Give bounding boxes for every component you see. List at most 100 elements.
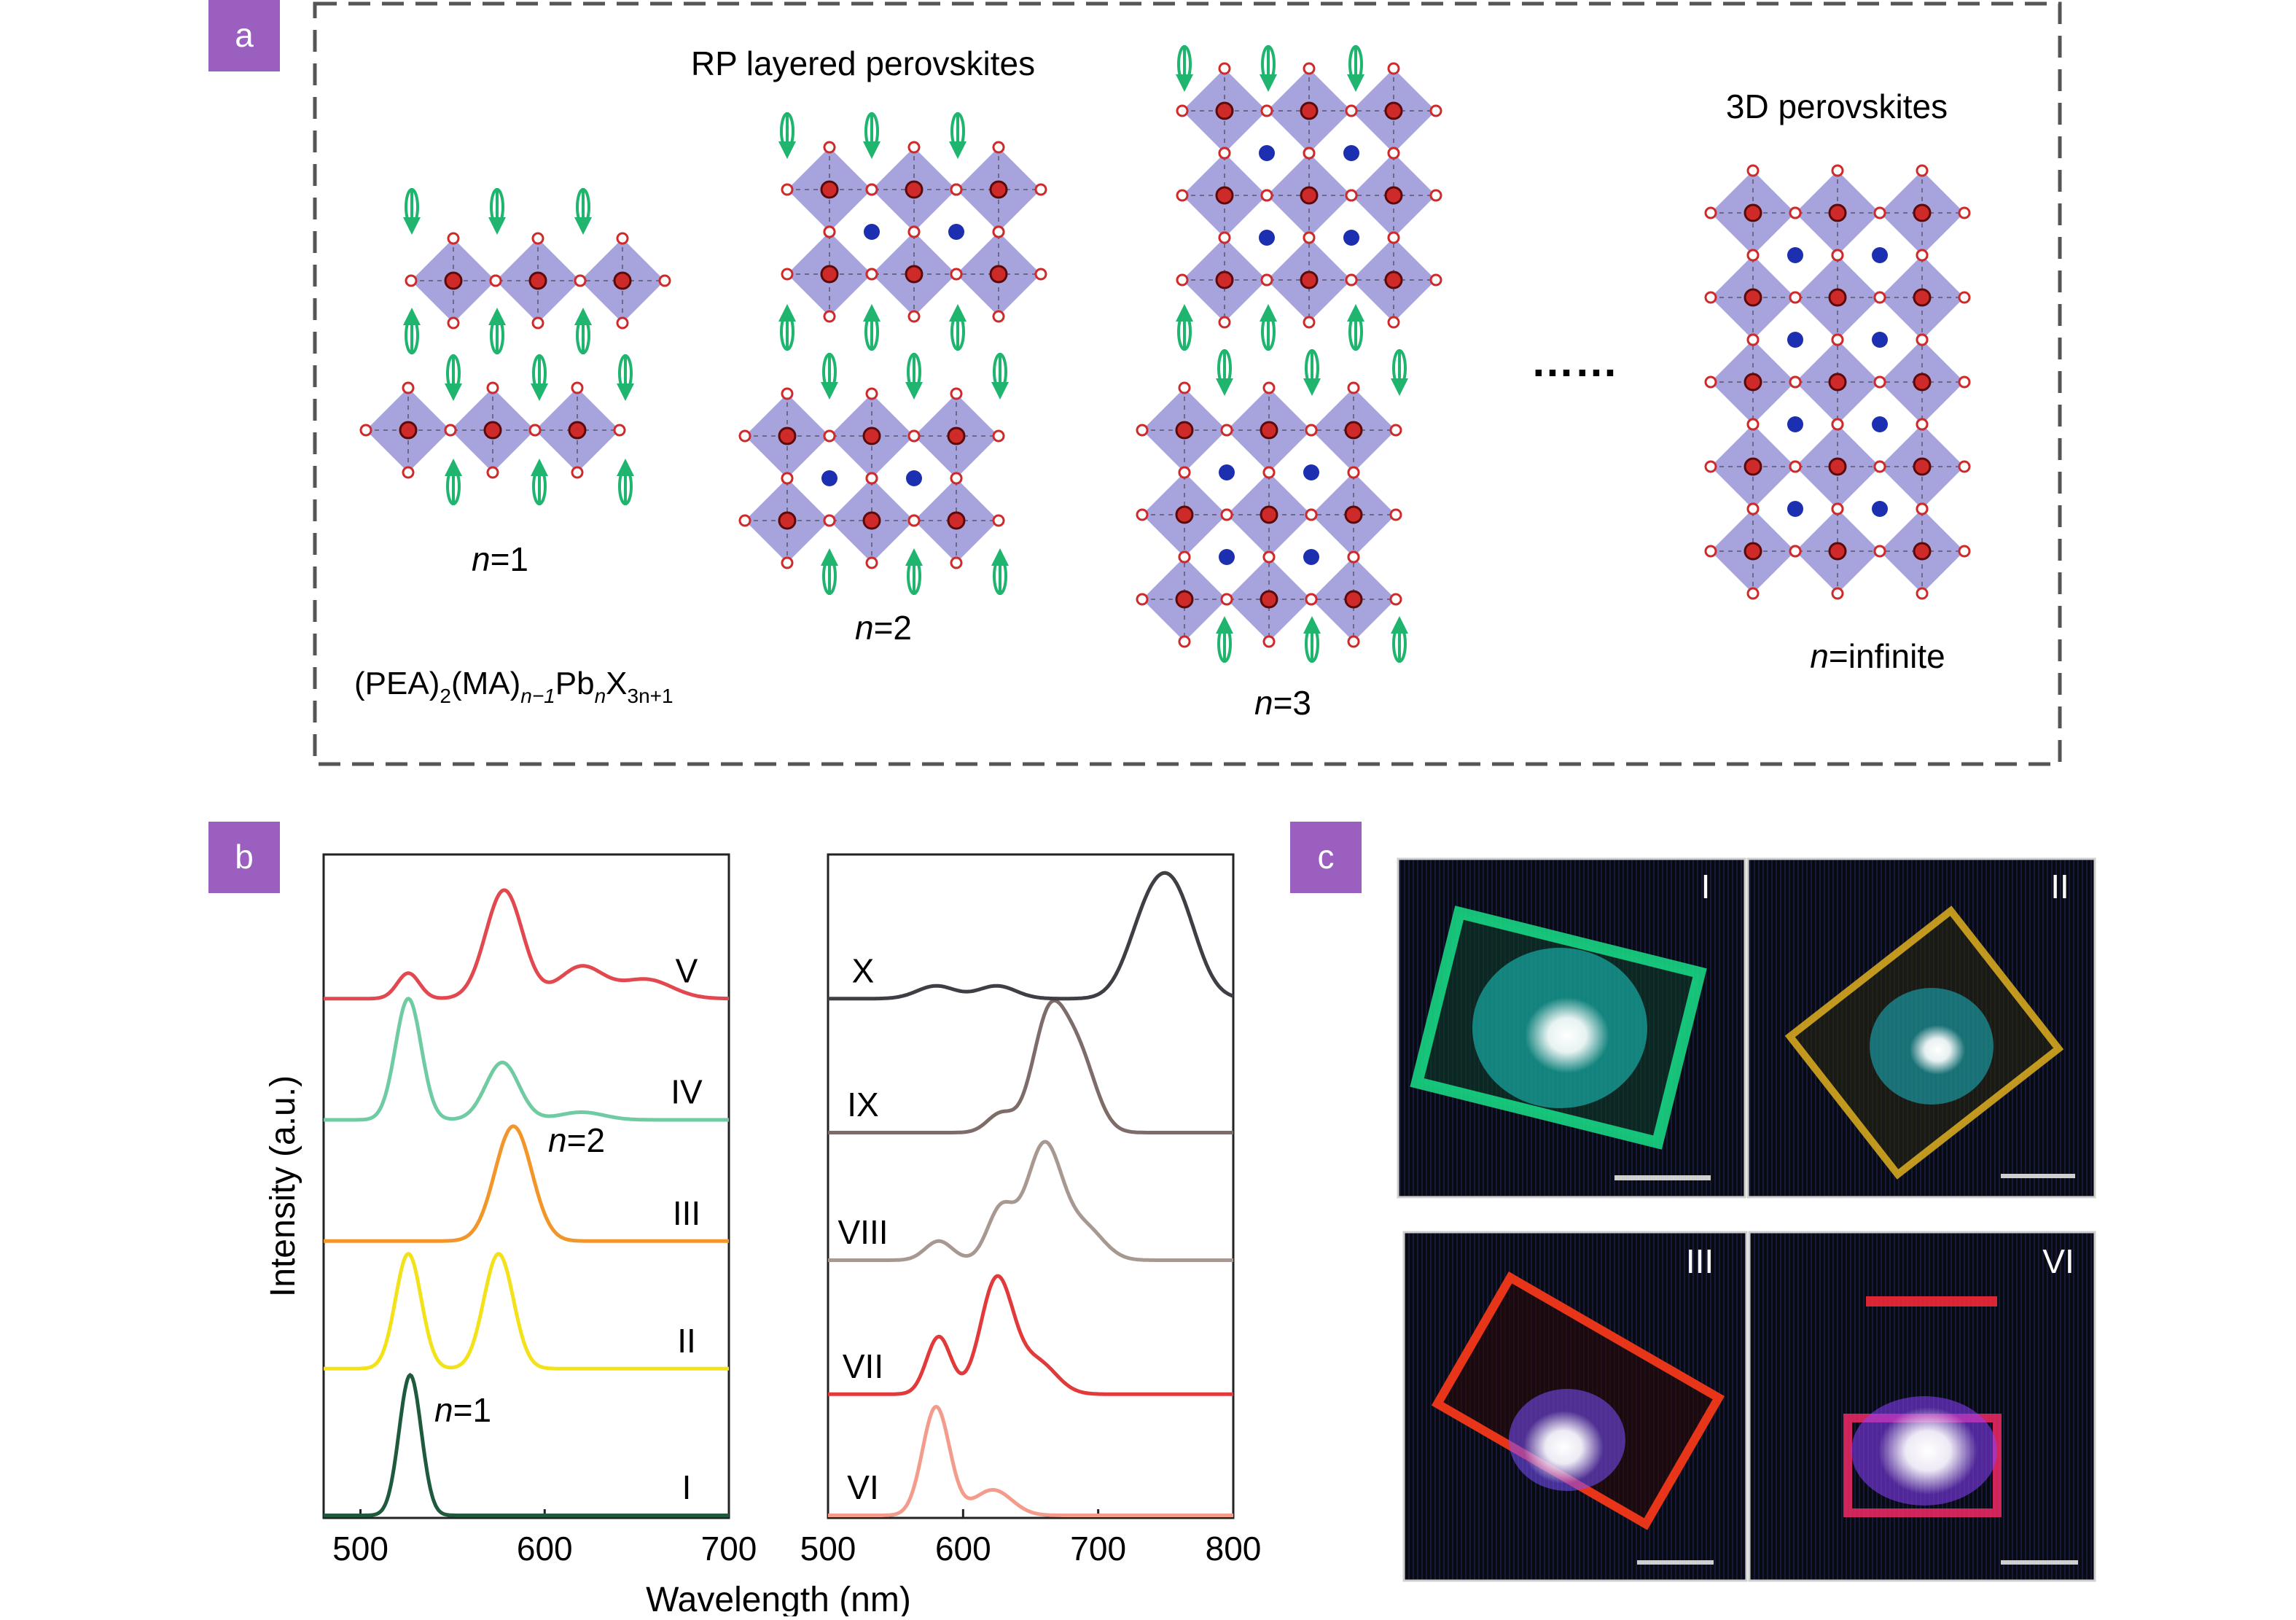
structure-n2-bottom: [738, 387, 1005, 569]
halide-atom: [1262, 381, 1276, 394]
lead-atom: [1828, 288, 1847, 307]
halide-atom: [1389, 508, 1402, 521]
series-label: VIII: [837, 1213, 888, 1251]
halide-atom: [1260, 189, 1273, 202]
organic-spacer-icon: [1303, 616, 1321, 663]
series-label: VII: [843, 1347, 883, 1385]
lead-atom: [1260, 590, 1278, 609]
a-site-cation: [1259, 145, 1275, 161]
halide-atom: [447, 232, 460, 245]
halide-atom: [1429, 104, 1442, 117]
halide-atom: [1831, 587, 1844, 600]
halide-atom: [1789, 460, 1802, 473]
halide-atom: [1303, 316, 1316, 329]
halide-atom: [1305, 508, 1318, 521]
lead-atom: [778, 427, 797, 445]
halide-atom: [1916, 418, 1929, 431]
label-n1: n=1: [472, 540, 528, 578]
annotation-n2: n=2: [548, 1121, 605, 1159]
structure-n1-bottom: [359, 381, 626, 479]
halide-atom: [402, 466, 415, 479]
halide-atom: [865, 183, 878, 196]
halide-atom: [658, 274, 671, 287]
lead-atom: [1300, 101, 1319, 120]
micrograph-i: I: [1397, 857, 1746, 1199]
organic-spacer-icon: [1347, 45, 1364, 92]
halide-atom: [738, 514, 751, 527]
a-site-cation: [864, 224, 880, 240]
halide-atom: [1429, 273, 1442, 287]
halide-atom: [1873, 291, 1886, 304]
organic-spacer-icon: [617, 354, 634, 401]
halide-atom: [402, 381, 415, 394]
halide-atom: [781, 387, 794, 400]
halide-atom: [992, 141, 1005, 154]
halide-atom: [571, 381, 584, 394]
lead-atom: [1913, 203, 1932, 222]
panel-b-badge: [208, 822, 280, 893]
halide-atom: [992, 429, 1005, 443]
organic-spacer-icon: [1176, 45, 1193, 92]
structure-n3-bottom: [1136, 381, 1402, 648]
organic-spacer-icon: [863, 112, 880, 159]
a-site-cation: [1219, 464, 1235, 480]
halide-atom: [1789, 375, 1802, 389]
halide-atom: [571, 466, 584, 479]
halide-atom: [1262, 635, 1276, 648]
halide-atom: [1429, 189, 1442, 202]
halide-atom: [1347, 466, 1360, 479]
halide-atom: [950, 268, 963, 281]
lead-atom: [1744, 373, 1762, 392]
lead-atom: [568, 421, 587, 440]
spectrum-line: [324, 1124, 729, 1243]
organic-spacer-icon: [821, 548, 838, 595]
lead-atom: [1828, 457, 1847, 476]
lead-atom: [820, 265, 839, 284]
halide-atom: [1178, 635, 1191, 648]
halide-atom: [992, 310, 1005, 323]
spectrum-line: [324, 1252, 729, 1371]
lead-atom: [989, 265, 1008, 284]
halide-atom: [1746, 502, 1760, 515]
organic-spacer-icon: [949, 112, 967, 159]
halide-atom: [1176, 273, 1189, 287]
a-site-cation: [1872, 332, 1888, 348]
halide-atom: [1873, 545, 1886, 558]
halide-atom: [486, 381, 499, 394]
organic-spacer-icon: [863, 304, 880, 351]
halide-atom: [1916, 164, 1929, 177]
halide-atom: [823, 514, 836, 527]
lead-atom: [1828, 542, 1847, 561]
halide-atom: [1789, 291, 1802, 304]
halide-atom: [1345, 273, 1358, 287]
organic-spacer-icon: [445, 354, 462, 401]
label-n-infinite: n=infinite: [1810, 637, 1945, 675]
lead-atom: [1215, 186, 1234, 205]
organic-spacer-icon: [617, 459, 634, 505]
organic-spacer-icon: [403, 308, 421, 354]
a-site-cation: [1343, 230, 1359, 246]
x-tick-label: 700: [701, 1530, 757, 1568]
organic-spacer-icon: [1176, 304, 1193, 351]
spectrum-line: [828, 871, 1234, 1001]
halide-atom: [1387, 62, 1400, 75]
a-site-cation: [906, 470, 922, 486]
halide-atom: [1746, 587, 1760, 600]
crystal-structures: [359, 45, 1971, 663]
halide-atom: [405, 274, 418, 287]
a-site-cation: [948, 224, 964, 240]
halide-atom: [823, 310, 836, 323]
halide-atom: [1347, 635, 1360, 648]
halide-atom: [950, 387, 963, 400]
halide-atom: [1831, 502, 1844, 515]
halide-atom: [1704, 545, 1717, 558]
a-site-cation: [1303, 464, 1319, 480]
panel-b-letter: b: [235, 838, 254, 876]
halide-atom: [781, 183, 794, 196]
structure-n2-top: [781, 141, 1047, 323]
lead-atom: [1913, 373, 1932, 392]
halide-atom: [1916, 249, 1929, 262]
label-n2: n=2: [855, 609, 912, 647]
halide-atom: [781, 268, 794, 281]
